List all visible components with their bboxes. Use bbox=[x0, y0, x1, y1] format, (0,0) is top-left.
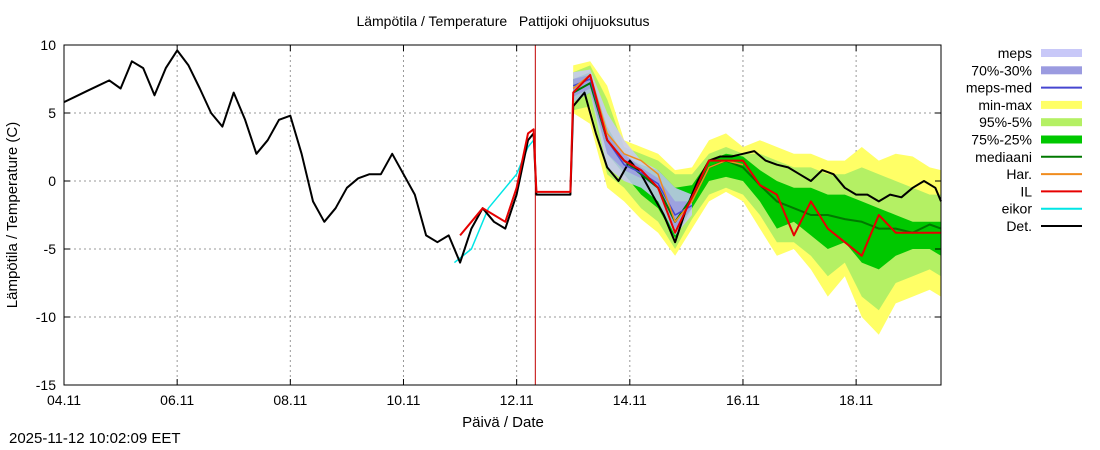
series-line-il bbox=[459, 73, 941, 257]
x-tick-label: 12.11 bbox=[500, 392, 534, 408]
x-tick-label: 04.11 bbox=[47, 392, 81, 408]
y-tick-label: 0 bbox=[48, 173, 56, 189]
x-tick-label: 08.11 bbox=[273, 392, 307, 408]
x-tick-label: 18.11 bbox=[839, 392, 873, 408]
y-axis-label: Lämpötila / Temperature (C) bbox=[4, 122, 21, 308]
series-line-eikor bbox=[453, 139, 535, 264]
x-tick-label: 06.11 bbox=[160, 392, 194, 408]
legend-label: 75%-25% bbox=[971, 132, 1032, 148]
legend-swatch bbox=[1041, 100, 1082, 109]
legend-label: meps bbox=[998, 45, 1032, 61]
x-axis-label: Päivä / Date bbox=[462, 414, 544, 431]
legend-label: mediaani bbox=[975, 149, 1032, 165]
legend-swatch bbox=[1041, 118, 1082, 127]
legend-swatch bbox=[1041, 135, 1082, 144]
y-tick-label: -10 bbox=[36, 309, 56, 325]
legend-label: Har. bbox=[1006, 166, 1032, 182]
x-tick-label: 10.11 bbox=[386, 392, 420, 408]
x-tick-label: 16.11 bbox=[726, 392, 760, 408]
legend-label: meps-med bbox=[966, 80, 1032, 96]
plot-border bbox=[63, 44, 942, 386]
y-tick-label: -15 bbox=[36, 377, 56, 393]
timestamp: 2025-11-12 10:02:09 EET bbox=[9, 430, 181, 447]
series-line-har bbox=[572, 74, 744, 223]
x-tick-label: 14.11 bbox=[613, 392, 647, 408]
series-layer bbox=[63, 45, 942, 385]
plot-frame bbox=[63, 44, 942, 386]
legend-label: IL bbox=[1020, 183, 1032, 199]
y-tick-label: 5 bbox=[48, 105, 56, 121]
legend-label: 70%-30% bbox=[971, 62, 1032, 78]
legend-label: Det. bbox=[1006, 218, 1032, 234]
chart-title: Lämpötila / Temperature Pattijoki ohijuo… bbox=[356, 13, 649, 29]
legend-swatch bbox=[1041, 49, 1082, 57]
y-tick-label: -5 bbox=[44, 241, 57, 257]
legend-swatch bbox=[1041, 66, 1082, 75]
legend-label: eikor bbox=[1002, 201, 1033, 217]
legend-label: 95%-5% bbox=[979, 114, 1032, 130]
y-tick-label: 10 bbox=[40, 37, 56, 53]
series-line-det bbox=[63, 49, 942, 264]
legend-label: min-max bbox=[978, 97, 1032, 113]
